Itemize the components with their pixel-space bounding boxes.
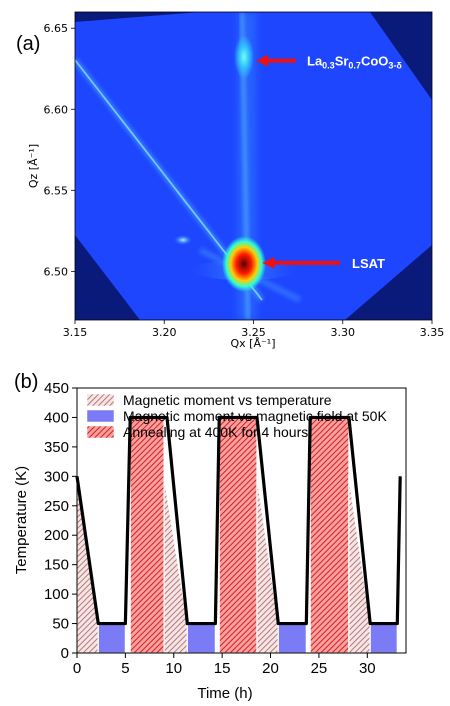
rsm-x-tick-label: 3.20: [152, 326, 177, 339]
panel-a-label: (a): [16, 33, 40, 55]
panel-b-label: (b): [14, 371, 38, 393]
rsm-panel: 3.15 3.20 3.25 3.30 3.35 6.50 6.55 6.60 6.65 (a)…: [16, 11, 445, 350]
temperature-x-tick-label: 15: [214, 660, 231, 677]
anneal-region: [129, 416, 165, 653]
film-peak-label: La0.3Sr0.7CoO3-δ: [307, 54, 402, 71]
temperature-x-tick-label: 0: [73, 660, 81, 677]
rsm-axes: 3.15 3.20 3.25 3.30 3.35 6.50 6.55 6.60 6.65: [44, 22, 445, 339]
rsm-y-tick-label: 6.65: [44, 22, 69, 35]
rsm-x-tick-label: 3.15: [63, 326, 88, 339]
temperature-y-tick-label: 350: [44, 439, 69, 456]
anneal-region: [309, 416, 350, 653]
legend-entry-label: Annealing at 400K for 4 hours: [123, 424, 308, 440]
temperature-x-tick-label: 25: [311, 660, 328, 677]
temperature-profile-line: [75, 415, 402, 626]
arrow-head: [256, 54, 269, 67]
side-peak: [174, 235, 192, 245]
rsm-x-tick-label: 3.30: [331, 326, 356, 339]
rsm-y-tick-label: 6.60: [44, 103, 69, 116]
substrate-peak: [222, 236, 266, 292]
rsm-x-tick-label: 3.35: [420, 326, 445, 339]
temperature-panel: (b) 0 5 10 15 20 25 30050100150200250300350400…: [13, 371, 407, 702]
temperature-x-tick-label: 5: [121, 660, 129, 677]
temperature-y-tick-label: 100: [44, 586, 69, 603]
field-region: [97, 622, 126, 653]
temperature-y-tick-label: 300: [44, 468, 69, 485]
temperature-x-tick-label: 10: [165, 660, 182, 677]
temperature-frame: [76, 387, 407, 654]
rsm-y-label: Qz [Å⁻¹]: [27, 144, 40, 188]
film-peak: [234, 35, 254, 79]
temperature-y-tick-label: 450: [44, 380, 69, 397]
temperature-y-tick-label: 400: [44, 409, 69, 426]
arrow-head: [262, 256, 275, 269]
anneal-region: [218, 416, 258, 653]
temperature-x-tick-label: 30: [359, 660, 376, 677]
field-region: [369, 622, 398, 653]
rsm-annotations: La0.3Sr0.7CoO3-δ LSAT: [256, 54, 402, 271]
temperature-sweep-region: [256, 476, 279, 653]
rsm-x-label: Qx [Å⁻¹]: [231, 337, 276, 350]
field-region: [186, 622, 216, 653]
rsm-y-tick-label: 6.50: [44, 265, 69, 278]
rsm-y-tick-label: 6.55: [44, 184, 69, 197]
temperature-y-label: Temperature (K): [13, 466, 30, 574]
legend-swatch: [86, 393, 115, 407]
temperature-sweep-region: [348, 476, 371, 653]
temperature-y-tick-label: 250: [44, 498, 69, 515]
temperature-y-tick-label: 200: [44, 527, 69, 544]
legend-entry-label: Magnetic moment vs temperature: [123, 392, 332, 408]
temperature-y-tick-label: 50: [52, 616, 69, 633]
legend-swatch: [86, 425, 115, 439]
temperature-x-tick-label: 20: [262, 660, 279, 677]
legend-entry-label: Magnetic moment vs magnetic field at 50K: [123, 408, 387, 424]
temperature-y-tick-label: 150: [44, 557, 69, 574]
substrate-peak-label: LSAT: [352, 256, 385, 271]
temperature-x-label: Time (h): [197, 685, 252, 702]
field-region: [277, 622, 307, 653]
temperature-y-tick-label: 0: [61, 645, 69, 662]
legend-swatch: [86, 409, 115, 423]
rsm-x-tick-label: 3.25: [241, 326, 266, 339]
